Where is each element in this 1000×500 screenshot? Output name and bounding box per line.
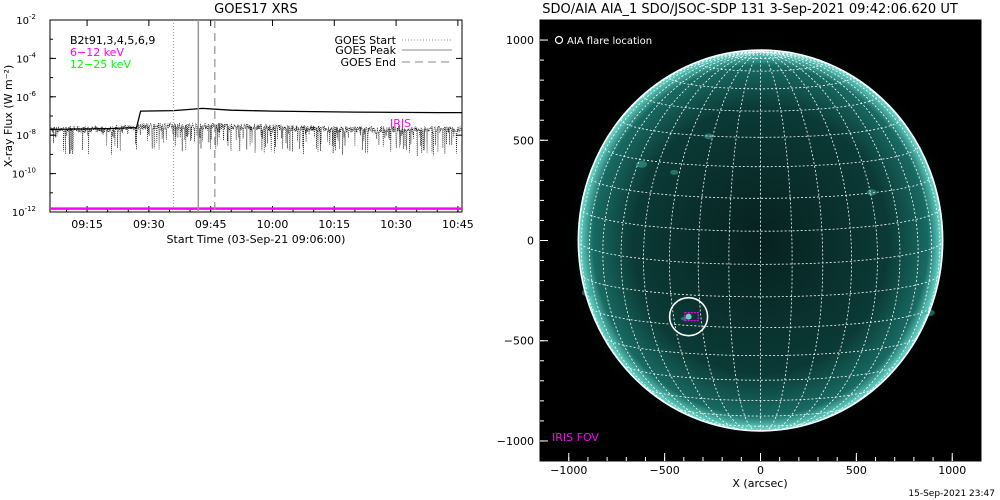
aia-flare-legend: AIA flare location: [554, 35, 652, 47]
goes-xrs-plot: GOES17 XRS 09:15 09:30 09:45 10:00 10:15 10:3…: [2, 2, 474, 246]
legend-label-peak: GOES Peak: [335, 44, 396, 57]
longitude-line: [620, 51, 761, 429]
legend-label-start: GOES Start: [335, 34, 397, 47]
goes-y-tick-label: 10-10: [12, 167, 36, 181]
goes-y-tick-label: 10-4: [16, 51, 36, 65]
aia-image-panel: SDO/AIA AIA_1 SDO/JSOC-SDP 131 3-Sep-202…: [497, 2, 982, 490]
aia-y-tick-label: 1000: [506, 34, 534, 47]
goes-x-tick-label: 10:00: [257, 218, 289, 231]
band-label-6-12: 6−12 keV: [70, 46, 124, 59]
legend-label-end: GOES End: [340, 56, 396, 69]
goes-series-layer: [50, 107, 462, 210]
goes-y-tick-label: 10-6: [16, 90, 36, 104]
goes-x-tick-label: 09:30: [133, 218, 165, 231]
goes-y-tick-label: 10-8: [16, 128, 36, 142]
latitude-line: [702, 420, 819, 427]
render-timestamp: 15-Sep-2021 23:47: [908, 489, 995, 499]
longitude-line: [760, 51, 919, 427]
channels-label: B2t91,3,4,5,6,9: [70, 34, 155, 47]
goes-x-tick-label: 10:45: [442, 218, 474, 231]
active-region-patch: [866, 189, 877, 196]
longitude-line: [760, 51, 824, 431]
goes-title: GOES17 XRS: [214, 2, 298, 17]
aia-y-tick-label: −500: [504, 335, 534, 348]
latitude-line: [644, 387, 877, 402]
solar-disk: [578, 50, 943, 431]
iris-fov-label: IRIS FOV: [552, 431, 599, 444]
latitude-line: [588, 175, 933, 199]
latitude-line: [622, 364, 899, 381]
aia-x-axis-label: X (arcsec): [732, 477, 787, 490]
active-region-patch: [670, 169, 679, 175]
solar-limb: [577, 49, 944, 432]
aia-x-tick-label: 0: [757, 464, 764, 477]
band-label-12-25: 12−25 keV: [70, 58, 131, 71]
iris-label: IRIS: [390, 117, 411, 130]
longitude-line: [697, 51, 761, 431]
goes-y-axis-label: X-ray Flux (W m⁻²): [2, 65, 15, 167]
goes-x-axis-label: Start Time (03-Sep-21 09:06:00): [167, 233, 346, 246]
goes-legend: GOES Start GOES Peak GOES End: [335, 34, 452, 69]
longitude-line: [760, 51, 853, 431]
goes-series-0: [50, 107, 462, 131]
goes-y-tick-label: 10-12: [12, 205, 36, 219]
aia-y-tick-label: −1000: [497, 435, 534, 448]
longitude-line: [588, 51, 761, 421]
goes-axes: 09:15 09:30 09:45 10:00 10:15 10:30 10:45 10-12…: [12, 13, 474, 231]
aia-y-tick-label: 0: [527, 235, 534, 248]
flare-location-circle: [668, 296, 709, 337]
active-region-patch: [636, 160, 648, 168]
longitude-line: [642, 51, 761, 430]
latitude-line: [581, 274, 940, 298]
flare-location-symbol: [554, 35, 564, 45]
goes-x-tick-label: 10:30: [380, 218, 412, 231]
latitude-line: [603, 336, 918, 356]
aia-title: SDO/AIA AIA_1 SDO/JSOC-SDP 131 3-Sep-202…: [542, 2, 958, 17]
active-region-patch: [704, 133, 714, 140]
goes-x-tick-label: 09:15: [71, 218, 103, 231]
flare-kernel: [685, 313, 692, 320]
goes-y-tick-label: 10-2: [16, 13, 36, 27]
aia-image-content: [563, 34, 958, 447]
latitude-line: [589, 306, 932, 328]
longitude-line: [760, 51, 879, 430]
goes-x-tick-label: 09:45: [195, 218, 227, 231]
goes-x-tick-label: 10:15: [318, 218, 350, 231]
longitude-line: [760, 51, 933, 421]
longitude-line: [602, 51, 761, 427]
longitude-line: [580, 51, 761, 391]
aia-x-tick-label: 500: [846, 464, 867, 477]
longitude-line: [760, 51, 941, 391]
goes-event-lines: [173, 20, 216, 212]
latitude-line: [672, 406, 849, 417]
aia-axes: −1000 −500 0 500 1000 1000 500 0 −500 −1000: [497, 34, 966, 477]
flare-location-label: AIA flare location: [567, 36, 652, 47]
goes-series-1: [50, 121, 462, 157]
aia-x-tick-label: −500: [650, 464, 680, 477]
longitude-line: [760, 51, 901, 429]
aia-x-tick-label: −1000: [550, 464, 587, 477]
aia-x-tick-label: 1000: [938, 464, 966, 477]
iris-fov-box: [684, 312, 699, 322]
longitude-line: [668, 51, 761, 431]
aia-y-tick-label: 500: [513, 134, 534, 147]
